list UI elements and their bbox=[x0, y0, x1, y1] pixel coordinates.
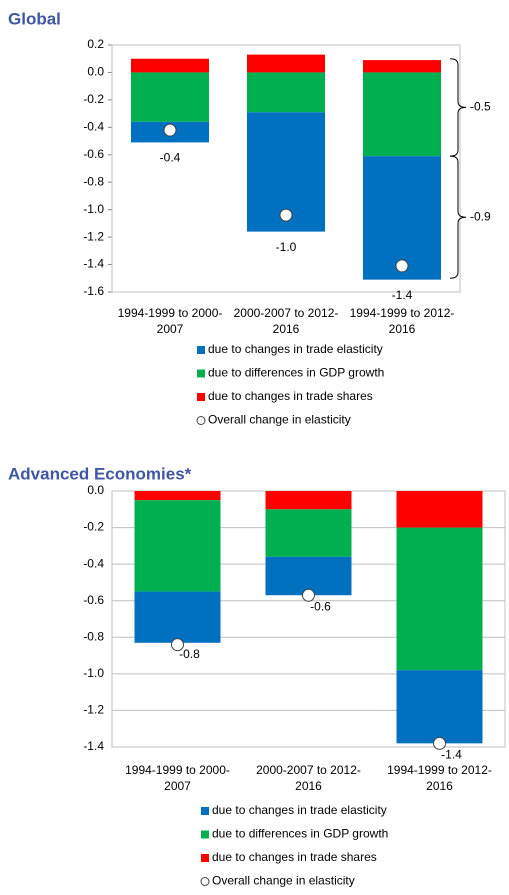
bar-segment bbox=[363, 156, 441, 280]
y-tick-label: -0.4 bbox=[83, 120, 104, 134]
y-tick-label: -0.6 bbox=[83, 147, 104, 161]
x-tick-label: 1994-1999 to 2012-2016 bbox=[387, 763, 492, 793]
overall-dot bbox=[395, 259, 409, 273]
legend-label: due to changes in trade shares bbox=[208, 389, 373, 403]
overall-dot bbox=[279, 208, 293, 222]
y-tick-label: -0.2 bbox=[83, 92, 104, 106]
data-label: -1.4 bbox=[392, 288, 413, 302]
legend-label: Overall change in elasticity bbox=[212, 874, 355, 888]
y-tick-label: -0.2 bbox=[83, 520, 104, 534]
data-label: -0.8 bbox=[179, 647, 200, 661]
x-tick-label: 2000-2007 to 2012-2016 bbox=[256, 763, 361, 793]
y-tick-label: -0.4 bbox=[83, 556, 104, 570]
legend-swatch bbox=[201, 854, 209, 862]
bar-segment bbox=[134, 500, 221, 592]
data-label: -1.4 bbox=[441, 748, 462, 762]
bar-segment bbox=[134, 491, 221, 501]
bar-segment bbox=[396, 670, 483, 744]
legend-swatch bbox=[196, 416, 206, 425]
bar-segment bbox=[131, 72, 209, 122]
y-tick-label: -1.2 bbox=[83, 703, 104, 717]
chart-title: Global bbox=[8, 9, 61, 28]
bracket bbox=[449, 155, 467, 279]
bar-segment bbox=[131, 58, 209, 73]
overall-dot bbox=[163, 123, 177, 137]
legend-label: due to differences in GDP growth bbox=[208, 366, 384, 380]
y-tick-label: 0.0 bbox=[87, 65, 104, 79]
legend-label: due to changes in trade elasticity bbox=[208, 342, 383, 356]
legend-label: due to changes in trade elasticity bbox=[212, 803, 387, 817]
annotation: -0.5 bbox=[470, 100, 491, 114]
bar-segment bbox=[247, 72, 325, 113]
bar-segment bbox=[134, 591, 221, 643]
x-tick-label: 1994-1999 to 2012-2016 bbox=[349, 306, 455, 336]
bar-segment bbox=[396, 527, 483, 671]
bracket bbox=[449, 58, 467, 157]
y-tick-label: 0.0 bbox=[87, 483, 104, 497]
bar-segment bbox=[265, 509, 352, 557]
bar-segment bbox=[247, 54, 325, 73]
legend-swatch bbox=[197, 346, 205, 354]
bar-segment bbox=[396, 491, 483, 528]
y-tick-label: -0.8 bbox=[83, 174, 104, 188]
data-label: -1.0 bbox=[276, 240, 297, 254]
bar-segment bbox=[265, 491, 352, 510]
overall-dot bbox=[171, 638, 184, 652]
legend-swatch bbox=[200, 877, 210, 886]
y-tick-label: -0.6 bbox=[83, 593, 104, 607]
legend-swatch bbox=[197, 369, 205, 378]
data-label: -0.6 bbox=[310, 599, 331, 613]
bar-segment bbox=[363, 72, 441, 157]
y-tick-label: -1.6 bbox=[83, 284, 104, 298]
overall-dot bbox=[302, 588, 315, 602]
y-tick-label: -1.2 bbox=[83, 229, 104, 243]
x-tick-label: 1994-1999 to 2000-2007 bbox=[125, 763, 230, 793]
bar-segment bbox=[363, 60, 441, 73]
y-tick-label: 0.2 bbox=[87, 37, 104, 51]
chart-title: Advanced Economies* bbox=[8, 464, 192, 483]
legend-label: due to differences in GDP growth bbox=[212, 827, 388, 841]
legend-swatch bbox=[201, 830, 209, 839]
x-tick-label: 2000-2007 to 2012-2016 bbox=[233, 306, 339, 336]
legend-label: Overall change in elasticity bbox=[208, 413, 351, 427]
y-tick-label: -1.0 bbox=[83, 666, 104, 680]
legend-label: due to changes in trade shares bbox=[212, 850, 377, 864]
y-tick-label: -1.4 bbox=[83, 257, 104, 271]
x-tick-label: 1994-1999 to 2000-2007 bbox=[117, 306, 223, 336]
y-tick-label: -1.4 bbox=[83, 739, 104, 753]
data-label: -0.4 bbox=[160, 151, 181, 165]
legend-swatch bbox=[197, 393, 205, 401]
plot-frame bbox=[111, 44, 461, 293]
y-tick-label: -0.8 bbox=[83, 629, 104, 643]
overall-dot bbox=[433, 736, 446, 750]
y-tick-label: -1.0 bbox=[83, 202, 104, 216]
legend-swatch bbox=[201, 807, 209, 815]
annotation: -0.9 bbox=[470, 209, 491, 223]
